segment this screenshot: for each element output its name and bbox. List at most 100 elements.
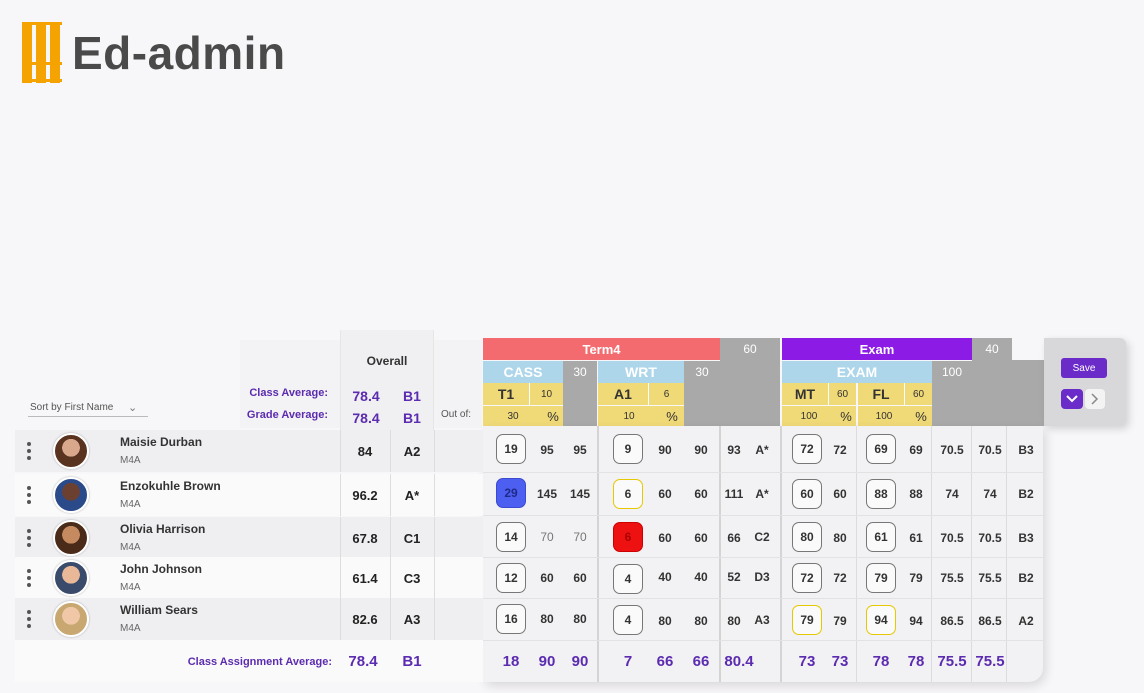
fl-header[interactable]: FL bbox=[858, 383, 904, 405]
t1-score-input[interactable]: 19 bbox=[496, 434, 526, 464]
student-name[interactable]: Olivia Harrison bbox=[120, 522, 206, 536]
chevron-right-icon[interactable] bbox=[1085, 389, 1105, 409]
term-total: 111 bbox=[724, 487, 744, 501]
chevron-down-icon[interactable]: ⌄ bbox=[128, 402, 138, 414]
exam-value: 75.5 bbox=[940, 571, 964, 585]
avatar bbox=[53, 520, 89, 556]
mt-sub: 60 bbox=[828, 383, 856, 405]
t1-percent-value: 95 bbox=[540, 443, 554, 457]
t1-score-input[interactable]: 12 bbox=[496, 563, 526, 593]
mt-score-input[interactable]: 72 bbox=[792, 563, 822, 593]
a1-score-input[interactable]: 4 bbox=[613, 605, 643, 635]
t1-score-input[interactable]: 16 bbox=[496, 604, 526, 634]
t1-percent-value: 60 bbox=[540, 571, 554, 585]
mt-header[interactable]: MT bbox=[782, 383, 828, 405]
wrt-value: 90 bbox=[694, 443, 708, 457]
a1-score-input[interactable]: 6 bbox=[613, 522, 643, 552]
t1-score-input[interactable]: 29 bbox=[496, 478, 526, 508]
chevron-down-icon[interactable] bbox=[1061, 389, 1083, 409]
class-average-grade: B1 bbox=[403, 388, 421, 404]
term4-weight: 60 bbox=[720, 338, 780, 360]
student-overall: 84 bbox=[357, 444, 373, 459]
avg-fl-percent: 78 bbox=[907, 653, 925, 670]
t1-percent-value: 145 bbox=[536, 487, 558, 501]
mt-score-input[interactable]: 80 bbox=[792, 522, 822, 552]
final-value: 70.5 bbox=[978, 443, 1002, 457]
mt-outof: 100 bbox=[782, 406, 836, 426]
wrt-weight: 30 bbox=[684, 361, 720, 426]
t1-header[interactable]: T1 bbox=[483, 383, 529, 405]
a1-percent-value: 40 bbox=[658, 570, 672, 584]
mt-percent: % bbox=[836, 406, 856, 426]
a1-header[interactable]: A1 bbox=[598, 383, 648, 405]
final-value: 75.5 bbox=[978, 571, 1002, 585]
a1-score-input[interactable]: 6 bbox=[613, 479, 643, 509]
fl-score-input[interactable]: 79 bbox=[866, 563, 896, 593]
a1-percent-value: 60 bbox=[658, 487, 672, 501]
t1-score-input[interactable]: 14 bbox=[496, 522, 526, 552]
t1-percent-value: 80 bbox=[540, 612, 554, 626]
exam-value: 70.5 bbox=[940, 443, 964, 457]
sort-dropdown[interactable]: Sort by First Name bbox=[30, 402, 114, 413]
student-row: Maisie Durban M4A 84 A2 bbox=[15, 430, 483, 472]
fl-score-input[interactable]: 88 bbox=[866, 479, 896, 509]
fl-score-input[interactable]: 94 bbox=[866, 605, 896, 635]
student-grade: A3 bbox=[403, 612, 421, 627]
cass-value: 70 bbox=[573, 530, 587, 544]
student-row: Olivia Harrison M4A 67.8 C1 bbox=[15, 517, 483, 559]
student-name[interactable]: Enzokuhle Brown bbox=[120, 479, 221, 493]
more-options-icon[interactable] bbox=[27, 486, 31, 504]
a1-score-input[interactable]: 9 bbox=[613, 434, 643, 464]
more-options-icon[interactable] bbox=[27, 610, 31, 628]
grade-average-score: 78.4 bbox=[352, 410, 380, 426]
term-grade: A* bbox=[755, 443, 769, 457]
cass-value: 80 bbox=[573, 612, 587, 626]
a1-sub: 6 bbox=[648, 383, 684, 405]
fl-percent-value: 69 bbox=[909, 443, 923, 457]
save-button[interactable]: Save bbox=[1061, 358, 1107, 378]
fl-percent-value: 61 bbox=[909, 531, 923, 545]
control-panel bbox=[1044, 338, 1126, 426]
more-options-icon[interactable] bbox=[27, 529, 31, 547]
more-options-icon[interactable] bbox=[27, 569, 31, 587]
mt-percent-value: 72 bbox=[833, 571, 847, 585]
a1-percent-value: 90 bbox=[658, 443, 672, 457]
wrt-value: 60 bbox=[694, 487, 708, 501]
mt-score-input[interactable]: 72 bbox=[792, 434, 822, 464]
a1-percent-value: 60 bbox=[658, 531, 672, 545]
term-grade: A* bbox=[755, 487, 769, 501]
mt-percent-value: 60 bbox=[833, 487, 847, 501]
student-name[interactable]: Maisie Durban bbox=[120, 435, 203, 449]
mt-score-input[interactable]: 60 bbox=[792, 479, 822, 509]
avg-a1: 7 bbox=[623, 653, 633, 670]
t1-percent-value: 70 bbox=[540, 530, 554, 544]
fl-sub: 60 bbox=[904, 383, 932, 405]
assignment-average-grade: B1 bbox=[402, 653, 422, 670]
student-overall: 61.4 bbox=[352, 571, 378, 586]
grade-average-label: Grade Average: bbox=[246, 409, 328, 421]
mt-score-input[interactable]: 79 bbox=[792, 605, 822, 635]
student-class: M4A bbox=[120, 499, 141, 510]
wrt-value: 60 bbox=[694, 531, 708, 545]
student-grade: C1 bbox=[403, 531, 421, 546]
avatar bbox=[53, 477, 89, 513]
fl-score-input[interactable]: 61 bbox=[866, 522, 896, 552]
a1-score-input[interactable]: 4 bbox=[613, 564, 643, 594]
avatar bbox=[53, 433, 89, 469]
sort-underline bbox=[28, 416, 148, 417]
fl-score-input[interactable]: 69 bbox=[866, 434, 896, 464]
student-class: M4A bbox=[120, 542, 141, 553]
avg-t1: 18 bbox=[502, 653, 520, 670]
final-grade: A2 bbox=[1018, 614, 1034, 628]
overall-column-header bbox=[340, 330, 434, 430]
student-overall: 82.6 bbox=[352, 612, 378, 627]
student-name[interactable]: John Johnson bbox=[120, 562, 202, 576]
wrt-value: 40 bbox=[694, 570, 708, 584]
student-class: M4A bbox=[120, 582, 141, 593]
assignment-average-row bbox=[15, 640, 483, 682]
logo-icon bbox=[22, 22, 64, 84]
more-options-icon[interactable] bbox=[27, 442, 31, 460]
grade-average-grade: B1 bbox=[403, 410, 421, 426]
student-name[interactable]: William Sears bbox=[120, 603, 198, 617]
student-grade: A* bbox=[404, 488, 420, 503]
